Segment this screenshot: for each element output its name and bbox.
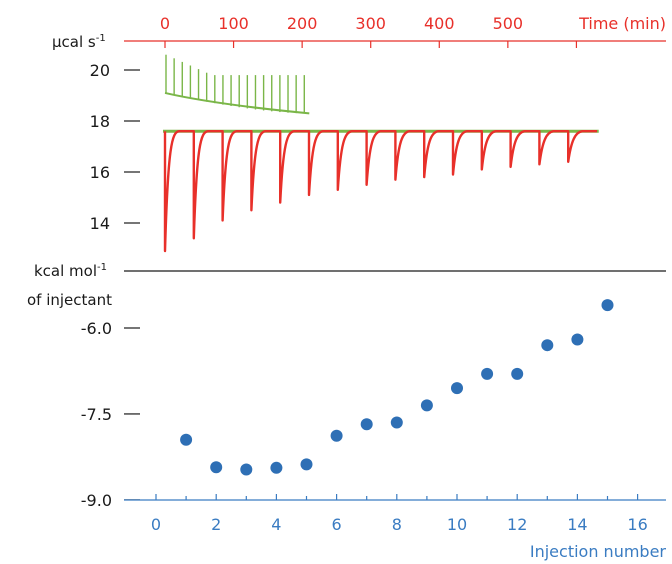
data-point — [240, 463, 253, 476]
top-y-tick-label: 20 — [90, 61, 110, 80]
sample-titration-trace — [163, 130, 597, 253]
data-point — [330, 429, 343, 442]
data-point — [420, 399, 433, 412]
bottom-y-tick-label: -7.5 — [81, 405, 112, 424]
bottom-y-axis-label: kcal mol — [34, 262, 97, 280]
top-y-axis-label: µcal s — [52, 33, 96, 51]
bottom-plot-area — [180, 299, 614, 476]
top-y-axis-label-exponent: -1 — [96, 33, 106, 44]
bottom-y-axis-label-line2: of injectant — [27, 291, 112, 309]
data-point — [601, 299, 614, 312]
data-point — [180, 433, 193, 446]
svg-text:kcal mol-1: kcal mol-1 — [34, 262, 107, 280]
bottom-y-axis-label-exponent: -1 — [97, 262, 107, 273]
top-x-axis: 0 100 200 300 400 500 — [124, 14, 666, 48]
injection-tick-label: 2 — [211, 515, 221, 534]
top-y-axis-title: µcal s-1 — [52, 33, 106, 51]
data-point — [451, 382, 463, 395]
injection-tick-label: 16 — [627, 515, 647, 534]
data-point — [360, 418, 373, 431]
time-tick-label: 0 — [160, 14, 170, 33]
time-tick-label: 500 — [493, 14, 524, 33]
top-y-tick-label: 18 — [90, 112, 110, 131]
injection-tick-label: 12 — [507, 515, 527, 534]
top-y-tick-label: 16 — [90, 163, 110, 182]
data-point — [300, 458, 313, 471]
bottom-y-axis: -9.0 -7.5 -6.0 — [81, 319, 140, 510]
bottom-panel: kcal mol-1 of injectant -9.0 -7.5 -6.0 0 2 4… — [27, 262, 666, 561]
top-plot-area — [163, 54, 599, 253]
bottom-y-axis-title: kcal mol-1 of injectant — [27, 262, 112, 309]
top-panel: 0 100 200 300 400 500 Time (min) µcal s-1 141… — [52, 14, 666, 253]
data-point — [571, 333, 584, 346]
injection-tick-label: 4 — [271, 515, 281, 534]
data-point — [541, 339, 554, 352]
injection-axis-label: Injection number — [530, 542, 667, 561]
time-tick-label: 100 — [218, 14, 249, 33]
bottom-x-axis: 0 2 4 6 8 10 12 14 16 — [124, 494, 666, 534]
bottom-y-tick-label: -9.0 — [81, 491, 112, 510]
top-y-axis: 14 16 18 20 — [90, 61, 140, 233]
injection-tick-label: 14 — [567, 515, 587, 534]
top-y-tick-label: 14 — [90, 214, 110, 233]
data-point — [270, 461, 283, 474]
injection-tick-label: 10 — [447, 515, 467, 534]
injection-tick-label: 0 — [151, 515, 161, 534]
time-tick-label: 200 — [287, 14, 318, 33]
injection-tick-label: 8 — [392, 515, 402, 534]
time-tick-label: 300 — [355, 14, 386, 33]
data-point — [390, 416, 403, 429]
data-point — [210, 461, 223, 474]
data-point — [481, 367, 494, 380]
svg-text:µcal s-1: µcal s-1 — [52, 33, 106, 51]
injection-tick-label: 6 — [332, 515, 342, 534]
data-point — [511, 367, 524, 380]
time-tick-label: 400 — [424, 14, 455, 33]
bottom-y-tick-label: -6.0 — [81, 319, 112, 338]
time-axis-label: Time (min) — [578, 14, 666, 33]
